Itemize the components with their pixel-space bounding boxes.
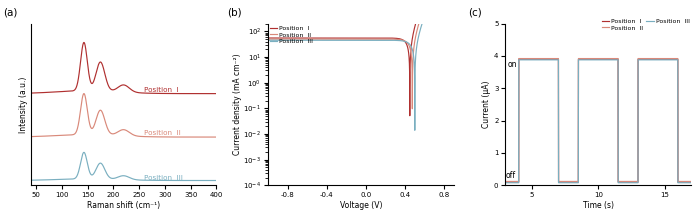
Legend: Position  I, Position  II, Position  III: Position I, Position II, Position III <box>270 26 313 44</box>
Text: off: off <box>506 171 517 180</box>
Text: (c): (c) <box>468 7 482 17</box>
Position  III <box>447 12 456 15</box>
Position  III <box>514 59 523 61</box>
Position  III <box>415 33 424 35</box>
Position  II <box>687 180 695 183</box>
Position  II <box>408 107 417 110</box>
Position  I <box>264 37 272 39</box>
Position  II <box>334 38 343 40</box>
Text: Position  I: Position I <box>144 87 179 93</box>
Position  II <box>502 180 510 183</box>
Position  I <box>374 37 383 39</box>
Position  II <box>264 38 272 40</box>
Position  I <box>512 181 521 183</box>
Line: Position  I: Position I <box>505 59 691 182</box>
Text: on: on <box>507 60 517 69</box>
Position  II <box>537 57 546 60</box>
Position  III <box>422 12 430 15</box>
Position  I <box>415 12 424 15</box>
Line: Position  III: Position III <box>268 13 452 130</box>
Position  II <box>509 180 517 183</box>
X-axis label: Raman shift (cm⁻¹): Raman shift (cm⁻¹) <box>87 201 160 210</box>
Legend: Position  I, Position  II, Position  III: Position I, Position II, Position III <box>602 19 690 31</box>
Text: Position  III: Position III <box>144 174 183 181</box>
Position  I <box>687 181 695 183</box>
Position  II <box>447 12 456 15</box>
Position  I <box>447 12 456 15</box>
Position  III <box>687 181 695 184</box>
Text: Position  II: Position II <box>144 130 181 136</box>
Position  III <box>509 181 517 184</box>
Line: Position  I: Position I <box>268 13 452 116</box>
Position  I <box>383 37 392 39</box>
Position  I <box>537 58 546 61</box>
Position  I <box>502 181 510 183</box>
Line: Position  II: Position II <box>268 13 452 109</box>
Position  III <box>677 181 685 184</box>
Position  III <box>264 39 272 41</box>
Position  II <box>501 180 510 183</box>
Position  II <box>418 12 426 15</box>
Position  I <box>514 58 523 61</box>
Position  II <box>401 40 409 43</box>
Position  III <box>383 39 392 42</box>
Position  II <box>592 57 600 60</box>
Text: (a): (a) <box>3 7 17 17</box>
Position  I <box>677 181 685 183</box>
Position  III <box>334 39 343 41</box>
Position  II <box>383 38 392 40</box>
Position  I <box>334 37 343 39</box>
Position  II <box>512 180 521 183</box>
Position  II <box>297 38 306 40</box>
X-axis label: Voltage (V): Voltage (V) <box>340 201 383 210</box>
Line: Position  II: Position II <box>505 59 691 181</box>
Position  II <box>677 180 685 183</box>
Position  I <box>415 12 423 15</box>
Position  I <box>406 114 414 117</box>
Line: Position  III: Position III <box>505 60 691 183</box>
Position  III <box>537 59 546 61</box>
Position  III <box>401 40 409 43</box>
Position  I <box>401 41 409 43</box>
Position  III <box>410 129 419 132</box>
Position  III <box>501 181 510 184</box>
Position  II <box>415 21 424 24</box>
Position  II <box>514 57 523 60</box>
Position  II <box>374 38 383 40</box>
Text: (b): (b) <box>228 7 242 17</box>
Position  III <box>512 181 521 184</box>
Position  I <box>501 181 510 183</box>
Position  I <box>297 37 306 39</box>
Position  III <box>592 59 600 61</box>
Y-axis label: Intensity (a.u.): Intensity (a.u.) <box>19 76 28 133</box>
Position  III <box>502 181 510 184</box>
Position  III <box>297 39 306 41</box>
Y-axis label: Current (μA): Current (μA) <box>482 81 491 128</box>
X-axis label: Time (s): Time (s) <box>583 201 614 210</box>
Position  I <box>509 181 517 183</box>
Y-axis label: Current density (mA cm⁻²): Current density (mA cm⁻²) <box>233 54 242 155</box>
Position  III <box>374 39 383 42</box>
Position  I <box>592 58 600 61</box>
